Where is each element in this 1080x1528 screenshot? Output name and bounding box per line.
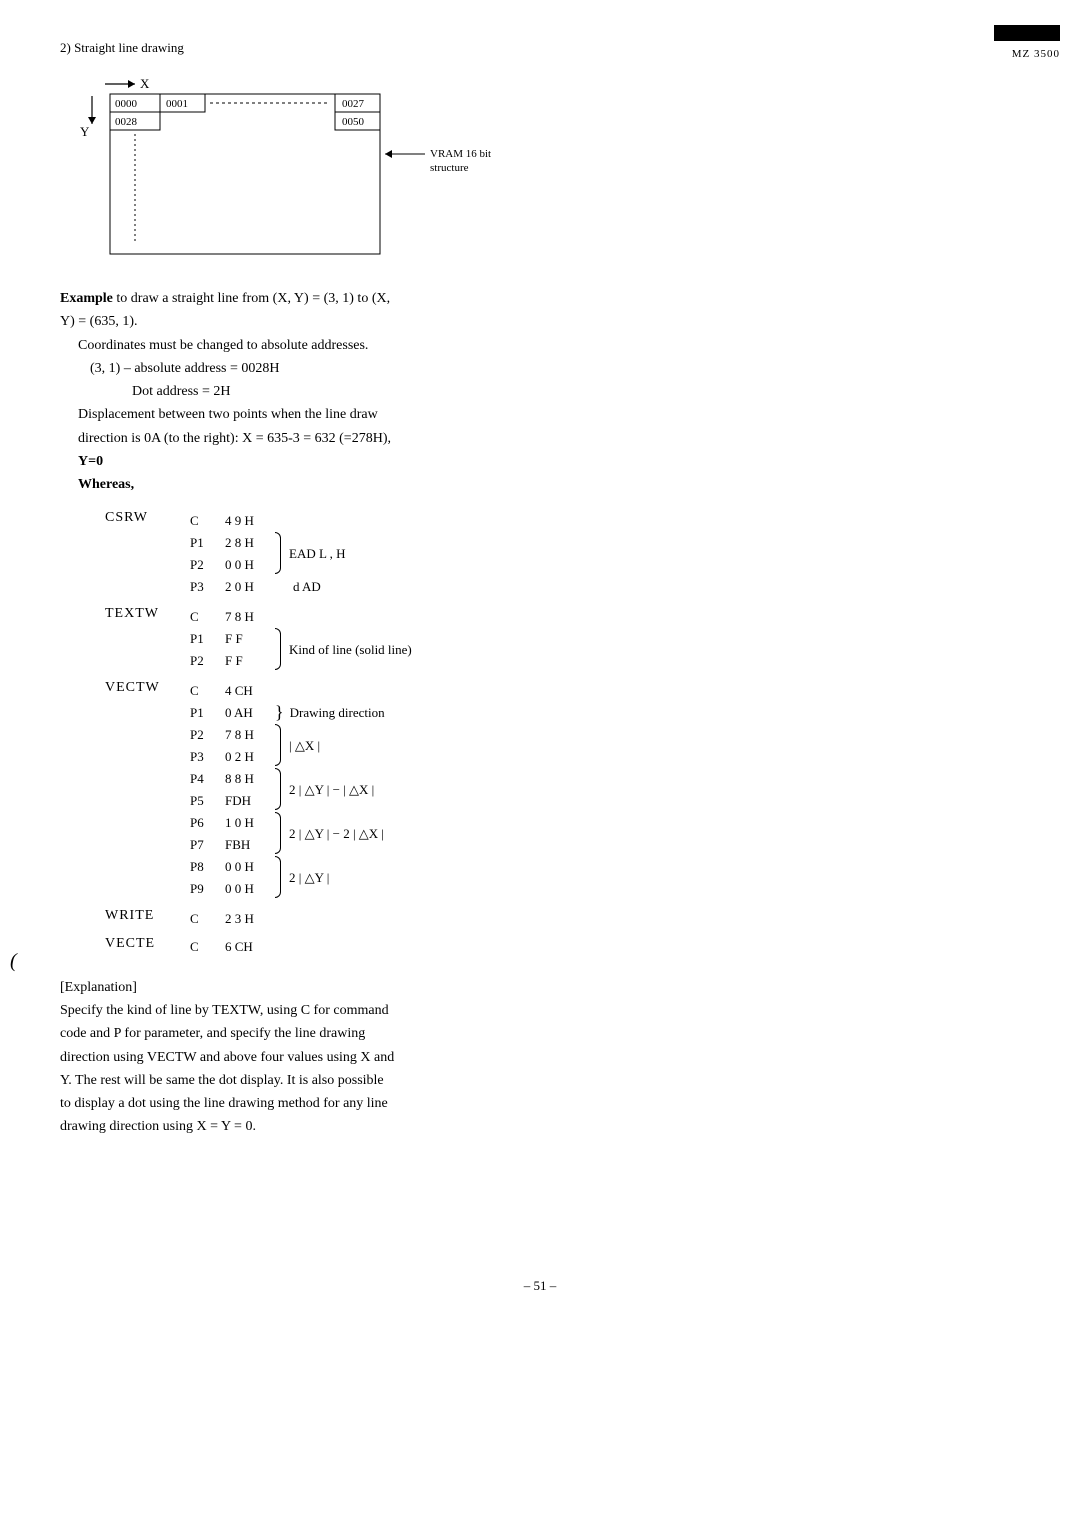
- vram-diagram: X Y 0000 0001 0027 0028 0050 VRAM 16 bit…: [80, 74, 1020, 264]
- x-axis-label: X: [140, 76, 150, 91]
- example-text: Example to draw a straight line from (X,…: [60, 289, 530, 496]
- section-title: 2) Straight line drawing: [60, 40, 1020, 56]
- svg-text:0001: 0001: [166, 98, 188, 110]
- cmd-vectw: VECTW: [105, 680, 190, 696]
- textw-desc: Kind of line (solid line): [289, 642, 412, 658]
- model-badge: MZ 3500: [994, 25, 1060, 62]
- expl-b1: Specify the kind of line by TEXTW, using…: [60, 1001, 540, 1021]
- ex-l8: Y=0: [78, 452, 530, 472]
- stray-paren: (: [10, 950, 17, 973]
- csrw-desc1: EAD L , H: [289, 546, 346, 562]
- cmd-vecte: VECTE: [105, 936, 190, 952]
- svg-text:0028: 0028: [115, 116, 138, 128]
- explanation-block: [Explanation] Specify the kind of line b…: [60, 978, 540, 1138]
- ex-l3: Coordinates must be changed to absolute …: [78, 336, 530, 356]
- vectw-d3: 2 | △Y | − | △X |: [289, 782, 374, 798]
- svg-text:0000: 0000: [115, 98, 138, 110]
- cmd-csrw: CSRW: [105, 510, 190, 526]
- command-table: CSRW C4 9 H P12 8 H P20 0 H EAD L , H P3…: [105, 510, 1020, 958]
- page-number: – 51 –: [60, 1278, 1020, 1294]
- vectw-d2: | △X |: [289, 738, 320, 754]
- svg-text:VRAM 16 bit: VRAM 16 bit: [430, 148, 491, 160]
- expl-b2: code and P for parameter, and specify th…: [60, 1024, 540, 1044]
- expl-b3: direction using VECTW and above four val…: [60, 1048, 540, 1068]
- ex-l2: Y) = (635, 1).: [60, 312, 530, 332]
- expl-b6: drawing direction using X = Y = 0.: [60, 1117, 540, 1137]
- badge-black-box: [994, 25, 1060, 41]
- y-axis-label: Y: [80, 124, 90, 139]
- ex-l4: (3, 1) – absolute address = 0028H: [90, 359, 530, 379]
- cmd-write: WRITE: [105, 908, 190, 924]
- vectw-d4: 2 | △Y | − 2 | △X |: [289, 826, 384, 842]
- ex-l7: direction is 0A (to the right): X = 635-…: [78, 429, 530, 449]
- svg-text:0050: 0050: [342, 116, 365, 128]
- cmd-textw: TEXTW: [105, 606, 190, 622]
- ex-l1: to draw a straight line from (X, Y) = (3…: [116, 291, 390, 306]
- expl-b4: Y. The rest will be same the dot display…: [60, 1071, 540, 1091]
- ex-l6: Displacement between two points when the…: [78, 405, 530, 425]
- expl-title: [Explanation]: [60, 978, 540, 998]
- ex-l9: Whereas,: [78, 475, 530, 495]
- expl-b5: to display a dot using the line drawing …: [60, 1094, 540, 1114]
- badge-model: MZ 3500: [1012, 48, 1060, 60]
- vectw-d5: 2 | △Y |: [289, 870, 329, 886]
- vectw-d1: Drawing direction: [290, 705, 385, 721]
- ex-l5: Dot address = 2H: [132, 382, 530, 402]
- csrw-desc2: d AD: [293, 579, 321, 595]
- svg-text:0027: 0027: [342, 98, 365, 110]
- svg-text:structure: structure: [430, 162, 469, 174]
